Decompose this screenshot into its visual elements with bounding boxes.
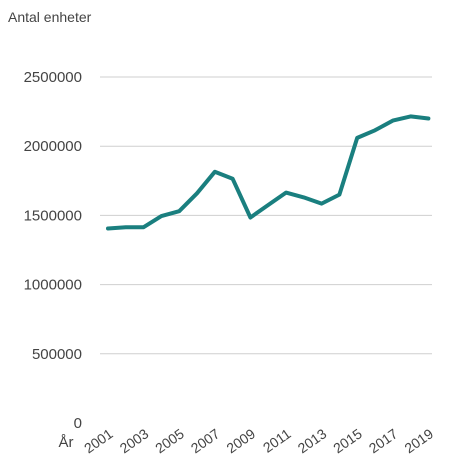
data-point: [177, 209, 181, 213]
data-point: [373, 128, 377, 132]
data-point: [337, 193, 341, 197]
x-tick-label: 2009: [223, 425, 258, 456]
x-tick-label: 2019: [401, 425, 436, 456]
data-point: [213, 170, 217, 174]
data-point: [159, 214, 163, 218]
data-point: [231, 177, 235, 181]
y-tick-label: 500000: [32, 346, 82, 363]
data-point: [195, 191, 199, 195]
data-point: [106, 227, 110, 230]
x-tick-label: 2013: [295, 425, 330, 456]
y-tick-label: 1500000: [24, 207, 82, 224]
series-line-0: [106, 114, 431, 231]
y-tick-label: 2500000: [24, 69, 82, 86]
data-point: [409, 114, 413, 118]
data-point: [284, 191, 288, 195]
data-point: [302, 195, 306, 199]
data-point: [266, 203, 270, 207]
x-tick-label: 2011: [260, 425, 294, 455]
x-tick-label: 2003: [117, 425, 152, 456]
x-tick-label: 2005: [152, 425, 187, 456]
y-tick-label: 1000000: [24, 277, 82, 294]
data-point: [426, 117, 430, 120]
data-point: [248, 216, 252, 219]
y-tick-label: 0: [74, 415, 82, 432]
x-axis-title: År: [59, 434, 74, 451]
x-tick-label: 2007: [188, 425, 223, 456]
x-tick-label: 2001: [81, 425, 116, 456]
data-point: [320, 202, 324, 206]
x-tick-label: 2017: [366, 425, 401, 456]
y-tick-label: 2000000: [24, 138, 82, 155]
data-point: [355, 136, 359, 140]
data-point: [142, 225, 146, 229]
y-axis-title: Antal enheter: [8, 9, 92, 25]
data-point: [391, 119, 395, 123]
data-point: [124, 225, 128, 229]
x-tick-label: 2015: [330, 425, 365, 456]
